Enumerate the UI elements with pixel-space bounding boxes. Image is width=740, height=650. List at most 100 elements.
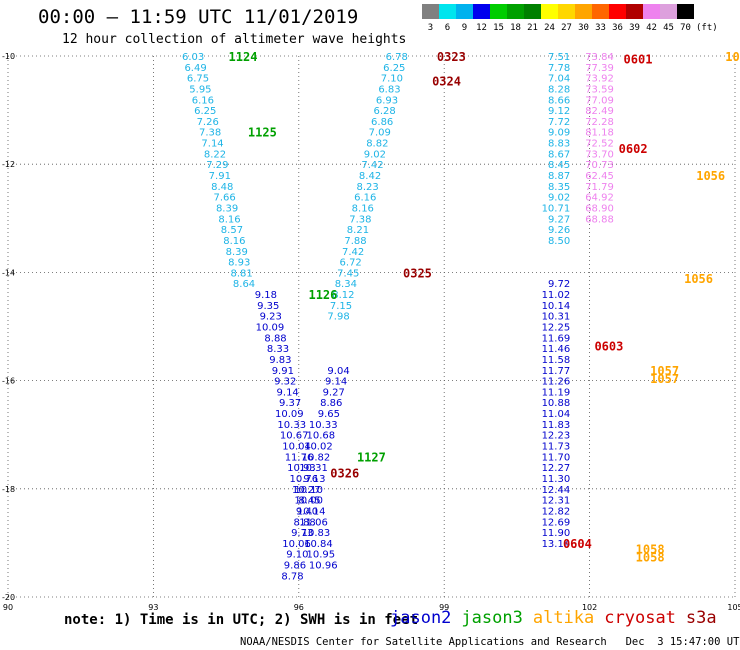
swh-label-3-4: 9.65 <box>318 409 340 420</box>
swh-label-5-0: 9.72 <box>548 279 570 290</box>
pass-label-15: 1057 <box>650 364 679 378</box>
swh-label-5-1: 11.02 <box>542 290 571 301</box>
x-tick-label-0: 90 <box>3 603 13 612</box>
swh-label-3-6: 10.68 <box>307 431 336 442</box>
x-tick-label-4: 102 <box>582 603 597 612</box>
swh-label-2-23: 7.15 <box>330 301 352 312</box>
swh-label-1-7: 9.91 <box>272 366 294 377</box>
swh-label-2-18: 7.42 <box>342 247 364 258</box>
swh-label-4-16: 9.26 <box>548 225 570 236</box>
swh-label-6-5: 82.49 <box>585 106 614 117</box>
swh-label-5-24: 13.14 <box>542 539 571 550</box>
swh-label-3-8: 10.82 <box>302 452 331 463</box>
swh-label-4-8: 8.83 <box>548 139 570 150</box>
colorbar-tick-15: 70 <box>680 23 691 33</box>
swh-label-4-6: 7.72 <box>548 117 570 128</box>
swh-label-0-2: 6.75 <box>187 74 209 85</box>
swh-label-5-11: 10.88 <box>542 398 571 409</box>
pass-label-3: 1127 <box>357 450 386 464</box>
legend-s3a: s3a <box>685 608 717 628</box>
swh-label-1-0: 9.18 <box>255 290 277 301</box>
swh-label-1-18: 10.27 <box>292 485 321 496</box>
swh-label-6-0: 73.84 <box>585 52 614 63</box>
colorbar-swatch-4 <box>490 4 507 19</box>
pass-label-4: 0323 <box>437 50 466 64</box>
swh-label-0-0: 6.03 <box>182 52 204 63</box>
swh-label-4-10: 8.45 <box>548 160 570 171</box>
swh-label-1-16: 10.93 <box>287 463 316 474</box>
swh-label-6-12: 71.79 <box>585 182 614 193</box>
swh-label-3-10: 9.13 <box>303 474 325 485</box>
swh-label-2-15: 7.38 <box>349 214 371 225</box>
swh-label-6-11: 62.45 <box>585 171 614 182</box>
swh-label-3-2: 9.27 <box>323 387 345 398</box>
x-tick-label-1: 93 <box>148 603 158 612</box>
colorbar-swatch-15 <box>677 4 694 19</box>
satellite-legend: jason2 jason3 altika cryosat s3a <box>390 608 727 628</box>
colorbar-swatch-3 <box>473 4 490 19</box>
swh-label-6-14: 68.90 <box>585 203 614 214</box>
swh-label-0-7: 7.38 <box>199 128 221 139</box>
colorbar-unit: (ft) <box>696 23 718 33</box>
colorbar-tick-3: 12 <box>476 23 487 33</box>
x-tick-label-3: 99 <box>439 603 449 612</box>
swh-label-2-12: 8.23 <box>357 182 379 193</box>
swh-label-2-0: 6.78 <box>386 52 408 63</box>
swh-label-3-15: 9.73 <box>291 528 313 539</box>
swh-label-5-15: 11.73 <box>542 442 571 453</box>
swh-label-4-13: 9.02 <box>548 193 570 204</box>
colorbar-swatch-11 <box>609 4 626 19</box>
swh-label-2-13: 6.16 <box>354 193 376 204</box>
swh-label-3-16: 10.06 <box>282 539 311 550</box>
annotation-layer: 1124 1125 1126 1127 0323 0324 0325 0326 0601 0602… <box>229 50 740 564</box>
swh-label-1-14: 10.04 <box>282 442 311 453</box>
colorbar-tick-14: 45 <box>663 23 674 33</box>
swh-label-1-2: 9.23 <box>260 312 282 323</box>
pass-label-12: 1055 <box>725 50 740 64</box>
swh-label-2-11: 8.42 <box>359 171 381 182</box>
swh-label-3-9: 10.31 <box>299 463 328 474</box>
swh-label-6-6: 72.28 <box>585 117 614 128</box>
swh-label-5-18: 11.30 <box>542 474 571 485</box>
swh-label-3-3: 8.86 <box>320 398 342 409</box>
pass-label-14: 1056 <box>684 272 713 286</box>
swh-label-3-18: 9.86 <box>284 561 306 572</box>
swh-label-5-8: 11.77 <box>542 366 571 377</box>
swh-label-1-22: 10.83 <box>302 528 331 539</box>
pass-label-18: 1058 <box>636 550 665 564</box>
pass-label-1: 1125 <box>248 126 277 140</box>
colorbar-tick-5: 18 <box>510 23 521 33</box>
pass-label-16: 1057 <box>650 372 679 386</box>
footer-credit: NOAA/NESDIS Center for Satellite Applica… <box>240 636 740 648</box>
swh-label-4-11: 8.87 <box>548 171 570 182</box>
swh-label-0-6: 7.26 <box>197 117 219 128</box>
swh-label-0-11: 7.91 <box>209 171 231 182</box>
swh-label-2-24: 7.98 <box>327 312 349 323</box>
swh-label-0-20: 8.81 <box>230 268 252 279</box>
colorbar-tick-11: 36 <box>612 23 623 33</box>
swh-label-5-10: 11.19 <box>542 387 571 398</box>
colorbar-tick-6: 21 <box>527 23 538 33</box>
swh-label-0-3: 5.95 <box>189 84 211 95</box>
swh-label-3-12: 8.45 <box>298 496 320 507</box>
swh-label-6-7: 81.18 <box>585 128 614 139</box>
colorbar-swatch-9 <box>575 4 592 19</box>
swh-label-5-22: 12.69 <box>542 517 571 528</box>
swh-label-0-21: 8.64 <box>233 279 255 290</box>
swh-label-0-19: 8.93 <box>228 258 250 269</box>
swh-label-4-5: 9.12 <box>548 106 570 117</box>
swh-label-1-25: 10.96 <box>309 561 338 572</box>
colorbar-swatch-8 <box>558 4 575 19</box>
colorbar-tick-9: 30 <box>578 23 589 33</box>
swh-label-3-7: 10.02 <box>304 442 333 453</box>
swh-label-1-1: 9.35 <box>257 301 279 312</box>
swh-label-2-9: 9.02 <box>364 149 386 160</box>
swh-label-6-13: 64.92 <box>585 193 614 204</box>
swh-label-0-8: 7.14 <box>201 139 223 150</box>
tick-label-layer: 90 93 96 99 102 105 -10 -12 -14 -16 -18 -20 <box>2 52 740 612</box>
pass-label-2: 1126 <box>308 288 337 302</box>
swh-label-1-9: 9.14 <box>277 387 299 398</box>
swh-label-5-7: 11.58 <box>542 355 571 366</box>
swh-label-5-3: 10.31 <box>542 312 571 323</box>
